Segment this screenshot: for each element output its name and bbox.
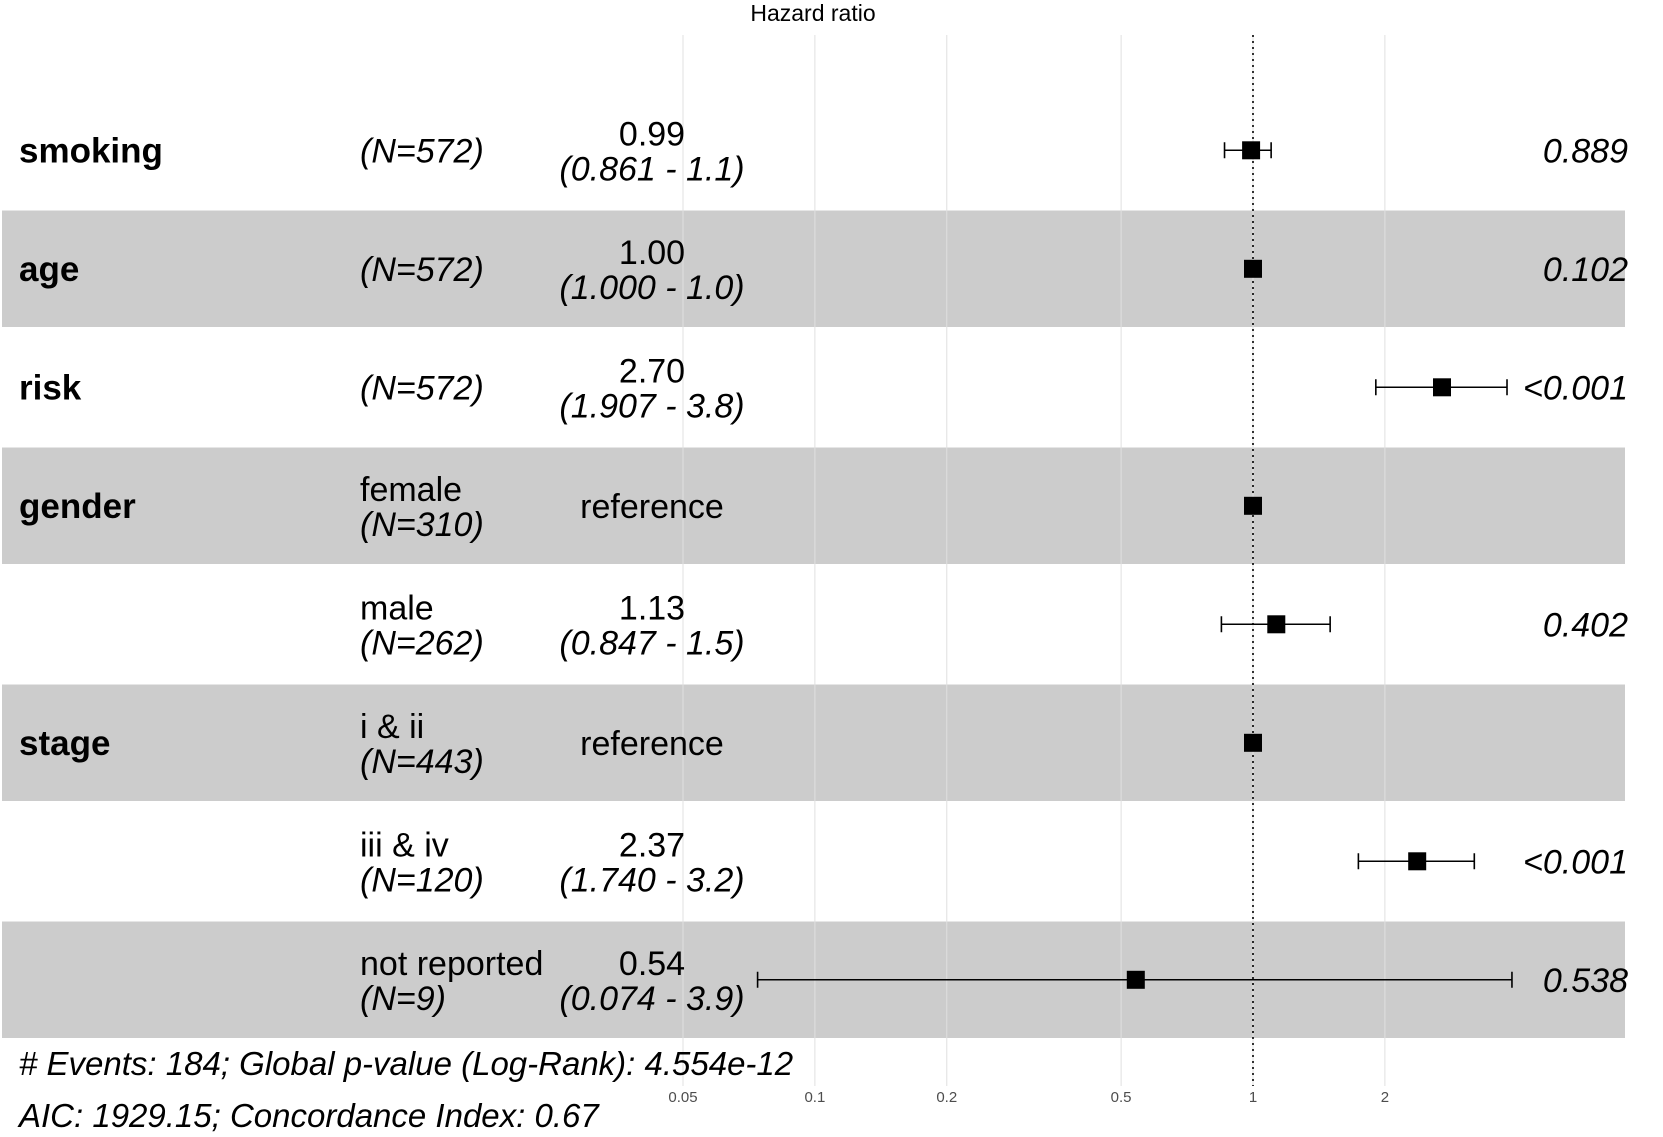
forest-row: not reported(N=9) 0.54(0.074 - 3.9) 0.538 [360,945,1628,1018]
hr-estimate: 0.99 [619,115,685,153]
n-label: (N=572) [360,132,484,170]
hr-estimate: 0.54 [619,945,685,983]
level-label: not reported [360,945,543,983]
row-bands [2,210,1625,1038]
x-tick-label: 0.1 [804,1089,825,1106]
row-band [2,684,1625,801]
row-band [2,210,1625,327]
p-value: 0.102 [1543,251,1628,289]
p-value: <0.001 [1523,369,1628,407]
footer-aic: AIC: 1929.15; Concordance Index: 0.67 [17,1097,600,1134]
axis-title: Hazard ratio [750,0,875,26]
x-tick-label: 0.05 [668,1089,697,1106]
n-label: (N=9) [360,980,446,1018]
hazard-points [1126,141,1451,989]
row-labels: smoking (N=572) 0.99(0.861 - 1.1) 0.889 age (… [19,115,1628,1018]
grid-lines [682,35,1386,1086]
hr-ci: (1.907 - 3.8) [559,387,744,425]
hazard-point [1244,733,1262,752]
x-tick-label: 0.5 [1111,1089,1132,1106]
variable-label: risk [19,368,82,407]
n-label: (N=262) [360,624,484,662]
forest-row: gender female(N=310) reference [19,471,724,544]
hr-reference: reference [580,488,724,526]
hr-ci: (1.000 - 1.0) [559,269,744,307]
p-value: 0.889 [1543,132,1628,170]
level-label: female [360,471,462,509]
level-label: male [360,589,434,627]
x-tick-label: 0.2 [936,1089,957,1106]
level-label: iii & iv [360,826,449,864]
hr-estimate: 1.13 [619,589,685,627]
hazard-point [1126,970,1145,989]
forest-row: iii & iv(N=120) 2.37(1.740 - 3.2) <0.001 [360,826,1628,899]
hr-ci: (0.074 - 3.9) [559,980,744,1018]
n-label: (N=443) [360,743,484,781]
x-axis-ticks: 0.05 0.1 0.2 0.5 1 2 [668,1089,1389,1106]
footer: # Events: 184; Global p-value (Log-Rank)… [17,1045,793,1134]
hr-ci: (0.861 - 1.1) [559,150,744,188]
p-value: 0.402 [1543,606,1628,644]
forest-row: risk (N=572) 2.70(1.907 - 3.8) <0.001 [19,352,1628,425]
n-label: (N=572) [360,251,484,289]
hr-estimate: 2.37 [619,826,685,864]
hazard-point [1433,378,1451,397]
footer-events: # Events: 184; Global p-value (Log-Rank)… [19,1045,793,1082]
n-label: (N=120) [360,861,484,899]
level-label: i & ii [360,708,424,746]
hazard-point [1244,496,1262,515]
hr-ci: (0.847 - 1.5) [559,624,744,662]
forest-row: smoking (N=572) 0.99(0.861 - 1.1) 0.889 [19,115,1628,188]
forest-row: stage i & ii(N=443) reference [19,708,724,781]
x-tick-label: 1 [1249,1089,1257,1106]
x-tick-label: 2 [1381,1089,1389,1106]
variable-label: age [19,250,79,289]
hazard-point [1244,259,1262,278]
hr-reference: reference [580,725,724,763]
forest-row: age (N=572) 1.00(1.000 - 1.0) 0.102 [19,234,1628,307]
hazard-point [1242,141,1261,160]
variable-label: gender [19,487,136,526]
row-band [2,447,1625,564]
n-label: (N=572) [360,369,484,407]
hr-estimate: 1.00 [619,234,685,272]
n-label: (N=310) [360,506,484,544]
hr-ci: (1.740 - 3.2) [559,861,744,899]
forest-row: male(N=262) 1.13(0.847 - 1.5) 0.402 [360,589,1628,662]
p-value: <0.001 [1523,843,1628,881]
hr-estimate: 2.70 [619,352,685,390]
hazard-point [1408,852,1427,871]
p-value: 0.538 [1543,962,1628,1000]
variable-label: stage [19,724,110,763]
variable-label: smoking [19,131,163,170]
hazard-point [1267,615,1286,634]
